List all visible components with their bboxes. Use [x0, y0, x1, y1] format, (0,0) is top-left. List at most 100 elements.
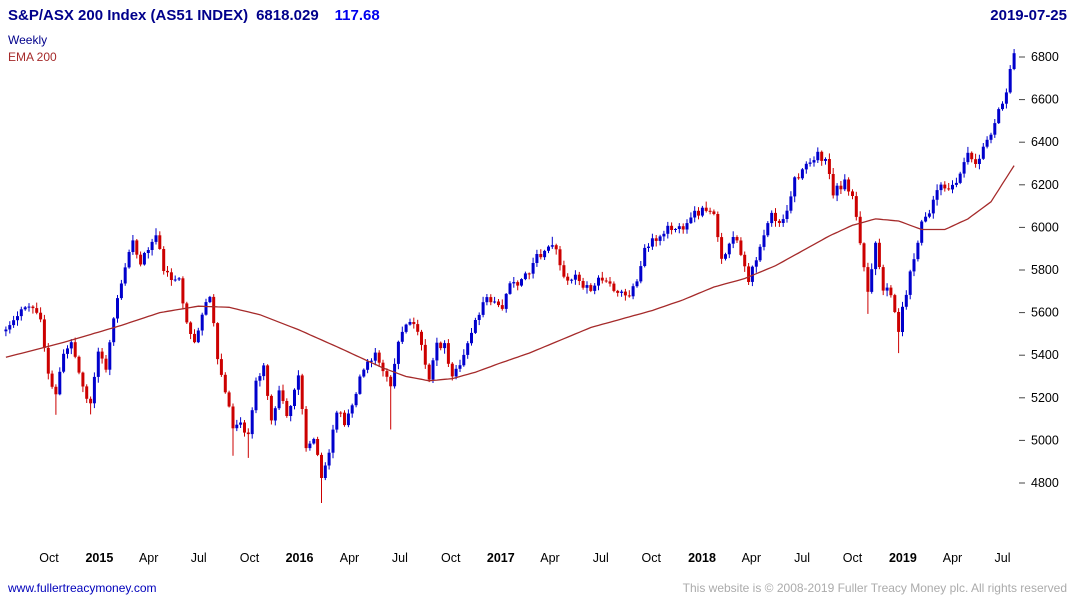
candle	[877, 238, 881, 270]
candle	[42, 314, 46, 352]
candle	[862, 242, 866, 272]
candle	[808, 158, 812, 167]
candle	[901, 301, 904, 337]
y-tick-label: 5000	[1031, 433, 1059, 447]
candle	[804, 161, 808, 174]
candle	[412, 317, 416, 329]
candle	[789, 191, 793, 214]
website-link[interactable]: www.fullertreacymoney.com	[8, 580, 157, 595]
candle	[608, 277, 612, 287]
candle	[227, 390, 231, 408]
candle	[135, 239, 139, 259]
candle	[589, 283, 593, 293]
candle	[947, 183, 951, 191]
candle	[866, 262, 870, 314]
price-chart-svg[interactable]: 4800 5000 5200 5400 5600 5800 6000 6200 6400 6600…	[0, 30, 1075, 575]
copyright-text: This website is © 2008-2019 Fuller Treac…	[682, 580, 1067, 595]
candle	[281, 384, 285, 404]
candle	[904, 290, 908, 310]
chart-header: S&P/ASX 200 Index (AS51 INDEX) 6818.029 …	[0, 0, 1075, 30]
candle	[539, 249, 543, 260]
candle	[881, 264, 885, 296]
candle	[527, 272, 531, 280]
candle	[824, 157, 827, 165]
candle	[373, 348, 377, 366]
x-month-label: Oct	[641, 551, 661, 565]
candle	[58, 367, 62, 396]
x-year-label: 2017	[487, 551, 515, 565]
chart-area: 4800 5000 5200 5400 5600 5800 6000 6200 6400 6600…	[0, 30, 1075, 575]
x-month-label: Oct	[240, 551, 260, 565]
candle	[208, 295, 212, 304]
candle	[385, 368, 389, 382]
y-tick-label: 6200	[1031, 178, 1059, 192]
candle	[731, 231, 735, 249]
candle	[543, 249, 547, 260]
candle	[50, 370, 54, 389]
candle	[570, 278, 574, 284]
candle	[816, 147, 820, 163]
candle	[473, 317, 477, 334]
candle	[739, 237, 743, 257]
candle	[458, 359, 462, 372]
candle	[627, 290, 631, 298]
candle	[620, 289, 624, 297]
candle	[954, 177, 958, 188]
candle	[423, 339, 427, 369]
candle	[716, 211, 720, 242]
candle	[273, 406, 277, 426]
candle	[874, 241, 878, 276]
candle	[993, 119, 997, 138]
candle	[508, 281, 512, 295]
candle	[116, 295, 119, 323]
candle	[296, 370, 300, 395]
candle	[96, 347, 100, 383]
candle	[477, 312, 481, 326]
candle	[189, 321, 193, 340]
candle	[389, 375, 393, 430]
candle	[377, 350, 381, 367]
candle	[604, 277, 608, 283]
candle	[897, 308, 901, 354]
candle	[185, 301, 189, 324]
candle	[12, 315, 16, 328]
candle	[500, 299, 504, 311]
candle	[558, 246, 562, 271]
candle	[204, 298, 208, 316]
candle	[974, 153, 978, 168]
candle	[54, 384, 58, 415]
candle	[735, 235, 739, 243]
candle	[704, 201, 708, 213]
candle	[977, 154, 981, 170]
candle	[927, 209, 931, 219]
candle	[131, 235, 135, 255]
candle	[997, 107, 1001, 124]
candle	[854, 191, 858, 221]
candle	[585, 281, 589, 294]
candle	[219, 353, 223, 377]
candle	[235, 419, 239, 432]
candle	[354, 392, 358, 408]
candle	[262, 363, 266, 381]
candle	[943, 181, 947, 192]
candle	[320, 452, 323, 503]
candle	[916, 240, 920, 262]
candle	[547, 245, 550, 254]
candle	[800, 168, 804, 180]
y-tick-label: 5800	[1031, 263, 1059, 277]
candle	[966, 146, 970, 165]
y-tick-label: 6000	[1031, 220, 1059, 234]
candle	[962, 157, 966, 178]
candle	[119, 279, 123, 300]
candle	[400, 326, 404, 344]
candle	[485, 294, 489, 306]
candle	[658, 234, 662, 246]
candle	[581, 277, 585, 290]
y-tick-label: 6600	[1031, 93, 1059, 107]
candle	[181, 276, 185, 309]
candle	[308, 440, 312, 451]
candle	[123, 263, 127, 286]
candle	[258, 373, 262, 387]
candle	[246, 428, 250, 458]
candle	[697, 207, 700, 220]
